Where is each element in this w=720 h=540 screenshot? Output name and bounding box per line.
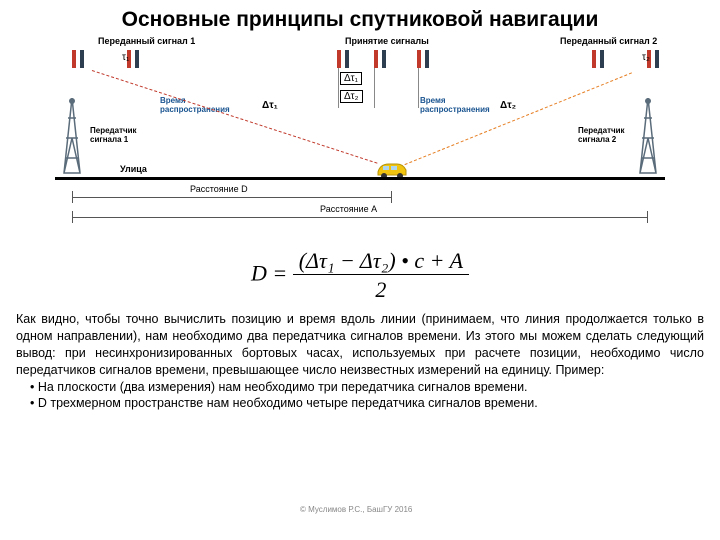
distance-d-line	[72, 197, 392, 198]
paragraph-1: Как видно, чтобы точно вычислить позицию…	[16, 311, 704, 379]
vline3	[418, 68, 419, 108]
page-title: Основные принципы спутниковой навигации	[0, 0, 720, 36]
formula-lhs: D =	[251, 261, 287, 286]
signal-ticks-2	[590, 50, 661, 70]
tx-signal1-label: Переданный сигнал 1	[98, 36, 195, 46]
ray2	[400, 72, 632, 167]
prop-time2: Время распространения	[420, 96, 490, 114]
vline2	[374, 68, 375, 108]
dtau1-label: Δτ₁	[262, 100, 278, 111]
tx1-label: Передатчик сигнала 1	[90, 126, 137, 144]
dtau2-box: Δτ₂	[340, 90, 363, 103]
dtau1-box: Δτ₁	[340, 72, 362, 85]
tx-signal2-label: Переданный сигнал 2	[560, 36, 657, 46]
signal-ticks-1	[70, 50, 141, 70]
bullet-2: • D трехмерном пространстве нам необходи…	[16, 395, 704, 412]
formula-numerator: (Δτ₁ − Δτ₂) • c + A	[293, 248, 469, 275]
distance-a-label: Расстояние A	[320, 204, 377, 214]
tau1-label: τ₁	[122, 52, 129, 63]
body-text: Как видно, чтобы точно вычислить позицию…	[0, 311, 720, 412]
signal-ticks-rx	[335, 50, 431, 70]
bullet-1: • На плоскости (два измерения) нам необх…	[16, 379, 704, 396]
tower1-icon	[60, 98, 84, 178]
ground-line	[55, 177, 665, 180]
formula: D = (Δτ₁ − Δτ₂) • c + A 2	[0, 248, 720, 303]
dtau2-label: Δτ₂	[500, 100, 516, 111]
tower2-icon	[636, 98, 660, 178]
rx-signals-label: Принятие сигналы	[345, 36, 429, 46]
vline1	[338, 68, 339, 108]
distance-a-line	[72, 217, 648, 218]
navigation-diagram: Переданный сигнал 1 Принятие сигналы Пер…	[20, 36, 700, 236]
street-label: Улица	[120, 164, 147, 174]
tx2-label: Передатчик сигнала 2	[578, 126, 625, 144]
copyright: © Муслимов Р.С., БашГУ 2016	[300, 505, 412, 514]
distance-d-label: Расстояние D	[190, 184, 248, 194]
ray1	[92, 70, 378, 164]
formula-denominator: 2	[293, 275, 469, 303]
tau2-label: τ₂	[642, 52, 650, 63]
